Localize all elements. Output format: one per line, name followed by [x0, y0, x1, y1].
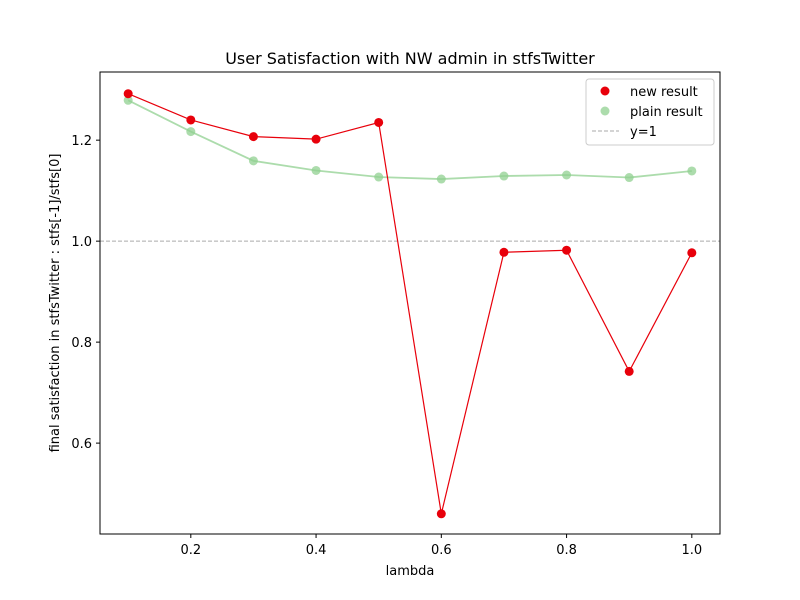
x-tick-label: 0.4: [306, 543, 327, 558]
data-point-plain-result: [499, 171, 509, 181]
y-axis-label: final satisfaction in stfsTwitter : stfs…: [48, 154, 63, 453]
data-point-plain-result: [123, 95, 133, 105]
data-point-plain-result: [311, 165, 321, 175]
data-point-plain-result: [624, 173, 634, 183]
legend-marker-new-result: [600, 86, 610, 96]
legend-box: [585, 78, 715, 146]
legend-label-reference: y=1: [630, 125, 657, 140]
data-point-new-result: [248, 132, 258, 142]
x-axis-label: lambda: [386, 564, 435, 579]
y-tick-label: 1.2: [71, 134, 92, 149]
y-tick-label: 1.0: [71, 235, 92, 250]
series-line-new-result: [127, 93, 693, 514]
series-line-plain-result: [127, 99, 692, 180]
data-point-new-result: [562, 245, 572, 255]
y-tick-label: 0.8: [71, 336, 92, 351]
data-point-new-result: [436, 509, 446, 519]
x-tick-label: 1.0: [681, 543, 702, 558]
legend-label-new-result: new result: [630, 85, 698, 100]
x-tick-label: 0.6: [431, 543, 452, 558]
plot-frame: [99, 71, 721, 535]
x-tick-label: 0.2: [180, 543, 201, 558]
data-point-plain-result: [562, 170, 572, 180]
data-point-plain-result: [436, 174, 446, 184]
legend: new result plain result y=1: [585, 78, 715, 146]
data-point-new-result: [186, 115, 196, 125]
data-point-new-result: [311, 134, 321, 144]
legend-marker-plain-result: [600, 106, 610, 116]
data-point-plain-result: [374, 172, 384, 182]
data-point-new-result: [624, 366, 634, 376]
data-point-new-result: [123, 89, 133, 99]
y-tick-label: 0.6: [71, 437, 92, 452]
data-point-plain-result: [248, 156, 258, 166]
x-tick-label: 0.8: [556, 543, 577, 558]
data-point-plain-result: [687, 166, 697, 176]
plot-area: [100, 89, 720, 519]
chart-title: User Satisfaction with NW admin in stfsT…: [225, 49, 595, 68]
data-point-new-result: [499, 247, 509, 257]
data-point-new-result: [687, 248, 697, 258]
data-point-plain-result: [186, 127, 196, 137]
axes: 0.2 0.4 0.6 0.8 1.0 0.6 0.8 1.0 1.2: [71, 134, 702, 558]
legend-label-plain-result: plain result: [630, 105, 703, 120]
data-point-new-result: [374, 117, 384, 127]
